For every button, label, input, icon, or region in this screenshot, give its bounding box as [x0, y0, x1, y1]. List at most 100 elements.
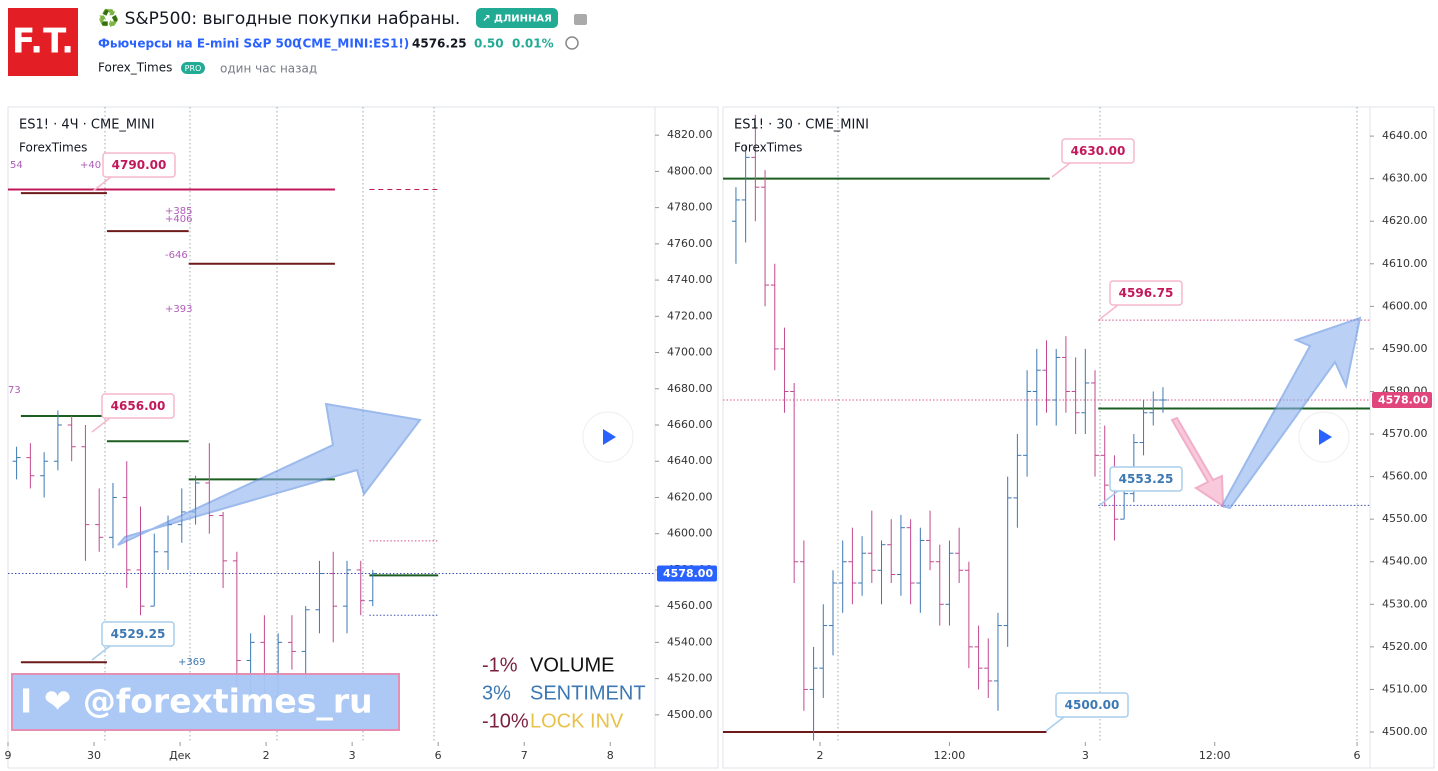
change-pct: 0.01% — [512, 37, 554, 51]
pro-bg — [181, 62, 205, 74]
price-callout-label: 4500.00 — [1065, 698, 1120, 712]
y-tick-label: 4680.00 — [667, 382, 713, 395]
callout-pointer — [1051, 162, 1071, 178]
banner: I ❤ @forextimes_ru — [20, 682, 373, 721]
x-tick-label: 30 — [87, 749, 101, 762]
y-tick-label: 4530.00 — [1382, 597, 1428, 610]
callout-pointer — [1099, 490, 1119, 506]
y-tick-label: 4500.00 — [1382, 725, 1428, 738]
callout-pointer — [91, 417, 111, 433]
badge: ↗ ДЛИННАЯ — [482, 14, 552, 25]
x-tick-label: 12:00 — [934, 749, 966, 762]
lock-icon — [574, 14, 587, 25]
price-callout — [1061, 138, 1135, 164]
change: 0.50 — [474, 37, 504, 51]
price-callout — [101, 621, 175, 647]
alert-icon[interactable] — [565, 36, 579, 50]
y-tick-label: 4700.00 — [667, 346, 713, 359]
badge-bg — [476, 8, 558, 28]
stat-name: LOCK INV — [530, 710, 624, 732]
note-label: +385 — [165, 206, 192, 217]
callout-pointer — [91, 645, 111, 661]
play-icon — [1319, 429, 1332, 445]
y-tick-label: 4780.00 — [667, 201, 713, 214]
time-ago: один час назад — [220, 62, 317, 76]
callout-pointer — [1045, 716, 1065, 732]
drawn-arrow — [117, 402, 422, 546]
x-tick-label: 8 — [607, 749, 614, 762]
price-callout — [1055, 692, 1129, 718]
logo-box — [8, 8, 78, 76]
note-label: +393 — [165, 304, 192, 315]
y-tick-label: 4570.00 — [1382, 427, 1428, 440]
last-price-label: 4578.00 — [663, 567, 713, 580]
y-tick-label: 4620.00 — [1382, 214, 1428, 227]
y-tick-label: 4610.00 — [1382, 257, 1428, 270]
price-callout — [1109, 280, 1183, 306]
y-tick-label: 4510.00 — [1382, 682, 1428, 695]
note-label: +40 — [80, 160, 101, 171]
callout-pointer — [92, 176, 112, 192]
y-tick-label: 4550.00 — [1382, 512, 1428, 525]
stat-name: VOLUME — [530, 654, 614, 676]
symbol[interactable]: (CME_MINI:ES1!) — [297, 37, 409, 52]
banner-bg — [11, 673, 400, 731]
stat-pct: 3% — [482, 682, 511, 704]
chart-subtitle: ForexTimes — [19, 141, 87, 155]
y-tick-label: 4500.00 — [667, 708, 713, 721]
y-tick-label: 4630.00 — [1382, 172, 1428, 185]
x-tick-label: 2 — [817, 749, 824, 762]
y-tick-label: 4600.00 — [1382, 299, 1428, 312]
y-tick-label: 4760.00 — [667, 237, 713, 250]
logo: F.T. — [12, 22, 74, 62]
drawn-arrow — [1220, 316, 1362, 510]
y-tick-label: 4520.00 — [667, 672, 713, 685]
price-callout-label: 4529.25 — [111, 627, 166, 641]
price-callout-label: 4630.00 — [1071, 144, 1126, 158]
price: 4576.25 — [412, 37, 467, 51]
chart-title: ES1! · 30 · CME_MINI — [734, 118, 869, 133]
x-tick-label: 9 — [5, 749, 12, 762]
play-icon — [603, 429, 616, 445]
y-tick-label: 4820.00 — [667, 128, 713, 141]
price-callout-label: 4553.25 — [1119, 472, 1174, 486]
note-label: +369 — [178, 657, 205, 668]
y-tick-label: 4560.00 — [1382, 470, 1428, 483]
note-label: +406 — [165, 214, 192, 225]
stat-name: SENTIMENT — [530, 682, 646, 704]
y-tick-label: 4600.00 — [667, 527, 713, 540]
author[interactable]: Forex_Times — [98, 61, 172, 75]
y-tick-label: 4640.00 — [667, 454, 713, 467]
price-callout-label: 4656.00 — [111, 399, 166, 413]
price-callout — [101, 393, 175, 419]
x-tick-label: 12:00 — [1199, 749, 1231, 762]
last-price-label: 4578.00 — [1378, 393, 1428, 406]
stat-pct: -10% — [482, 710, 529, 732]
x-tick-label: 3 — [349, 749, 356, 762]
y-tick-label: 4800.00 — [667, 164, 713, 177]
callout-pointer — [1099, 304, 1119, 320]
y-tick-label: 4740.00 — [667, 273, 713, 286]
y-tick-label: 4540.00 — [667, 635, 713, 648]
price-callout — [102, 152, 176, 178]
price-callout — [1109, 466, 1183, 492]
chart-subtitle: ForexTimes — [734, 141, 802, 155]
x-tick-label: 6 — [1354, 749, 1361, 762]
y-tick-label: 4520.00 — [1382, 640, 1428, 653]
drawn-arrow — [1170, 416, 1225, 508]
y-tick-label: 4660.00 — [667, 418, 713, 431]
pro-badge: PRO — [185, 64, 202, 73]
price-callout-label: 4790.00 — [112, 158, 167, 172]
note-label: 54 — [10, 160, 23, 171]
y-tick-label: 4560.00 — [667, 599, 713, 612]
x-tick-label: Дек — [169, 749, 191, 762]
y-tick-label: 4720.00 — [667, 309, 713, 322]
last-price-tag — [657, 565, 717, 582]
y-tick-label: 4540.00 — [1382, 555, 1428, 568]
instrument[interactable]: Фьючерсы на E-mini S&P 500 — [98, 37, 301, 51]
chart-title: ES1! · 4Ч · CME_MINI — [19, 118, 155, 133]
x-tick-label: 6 — [435, 749, 442, 762]
note-label: -646 — [165, 250, 188, 261]
y-tick-label: 4590.00 — [1382, 342, 1428, 355]
